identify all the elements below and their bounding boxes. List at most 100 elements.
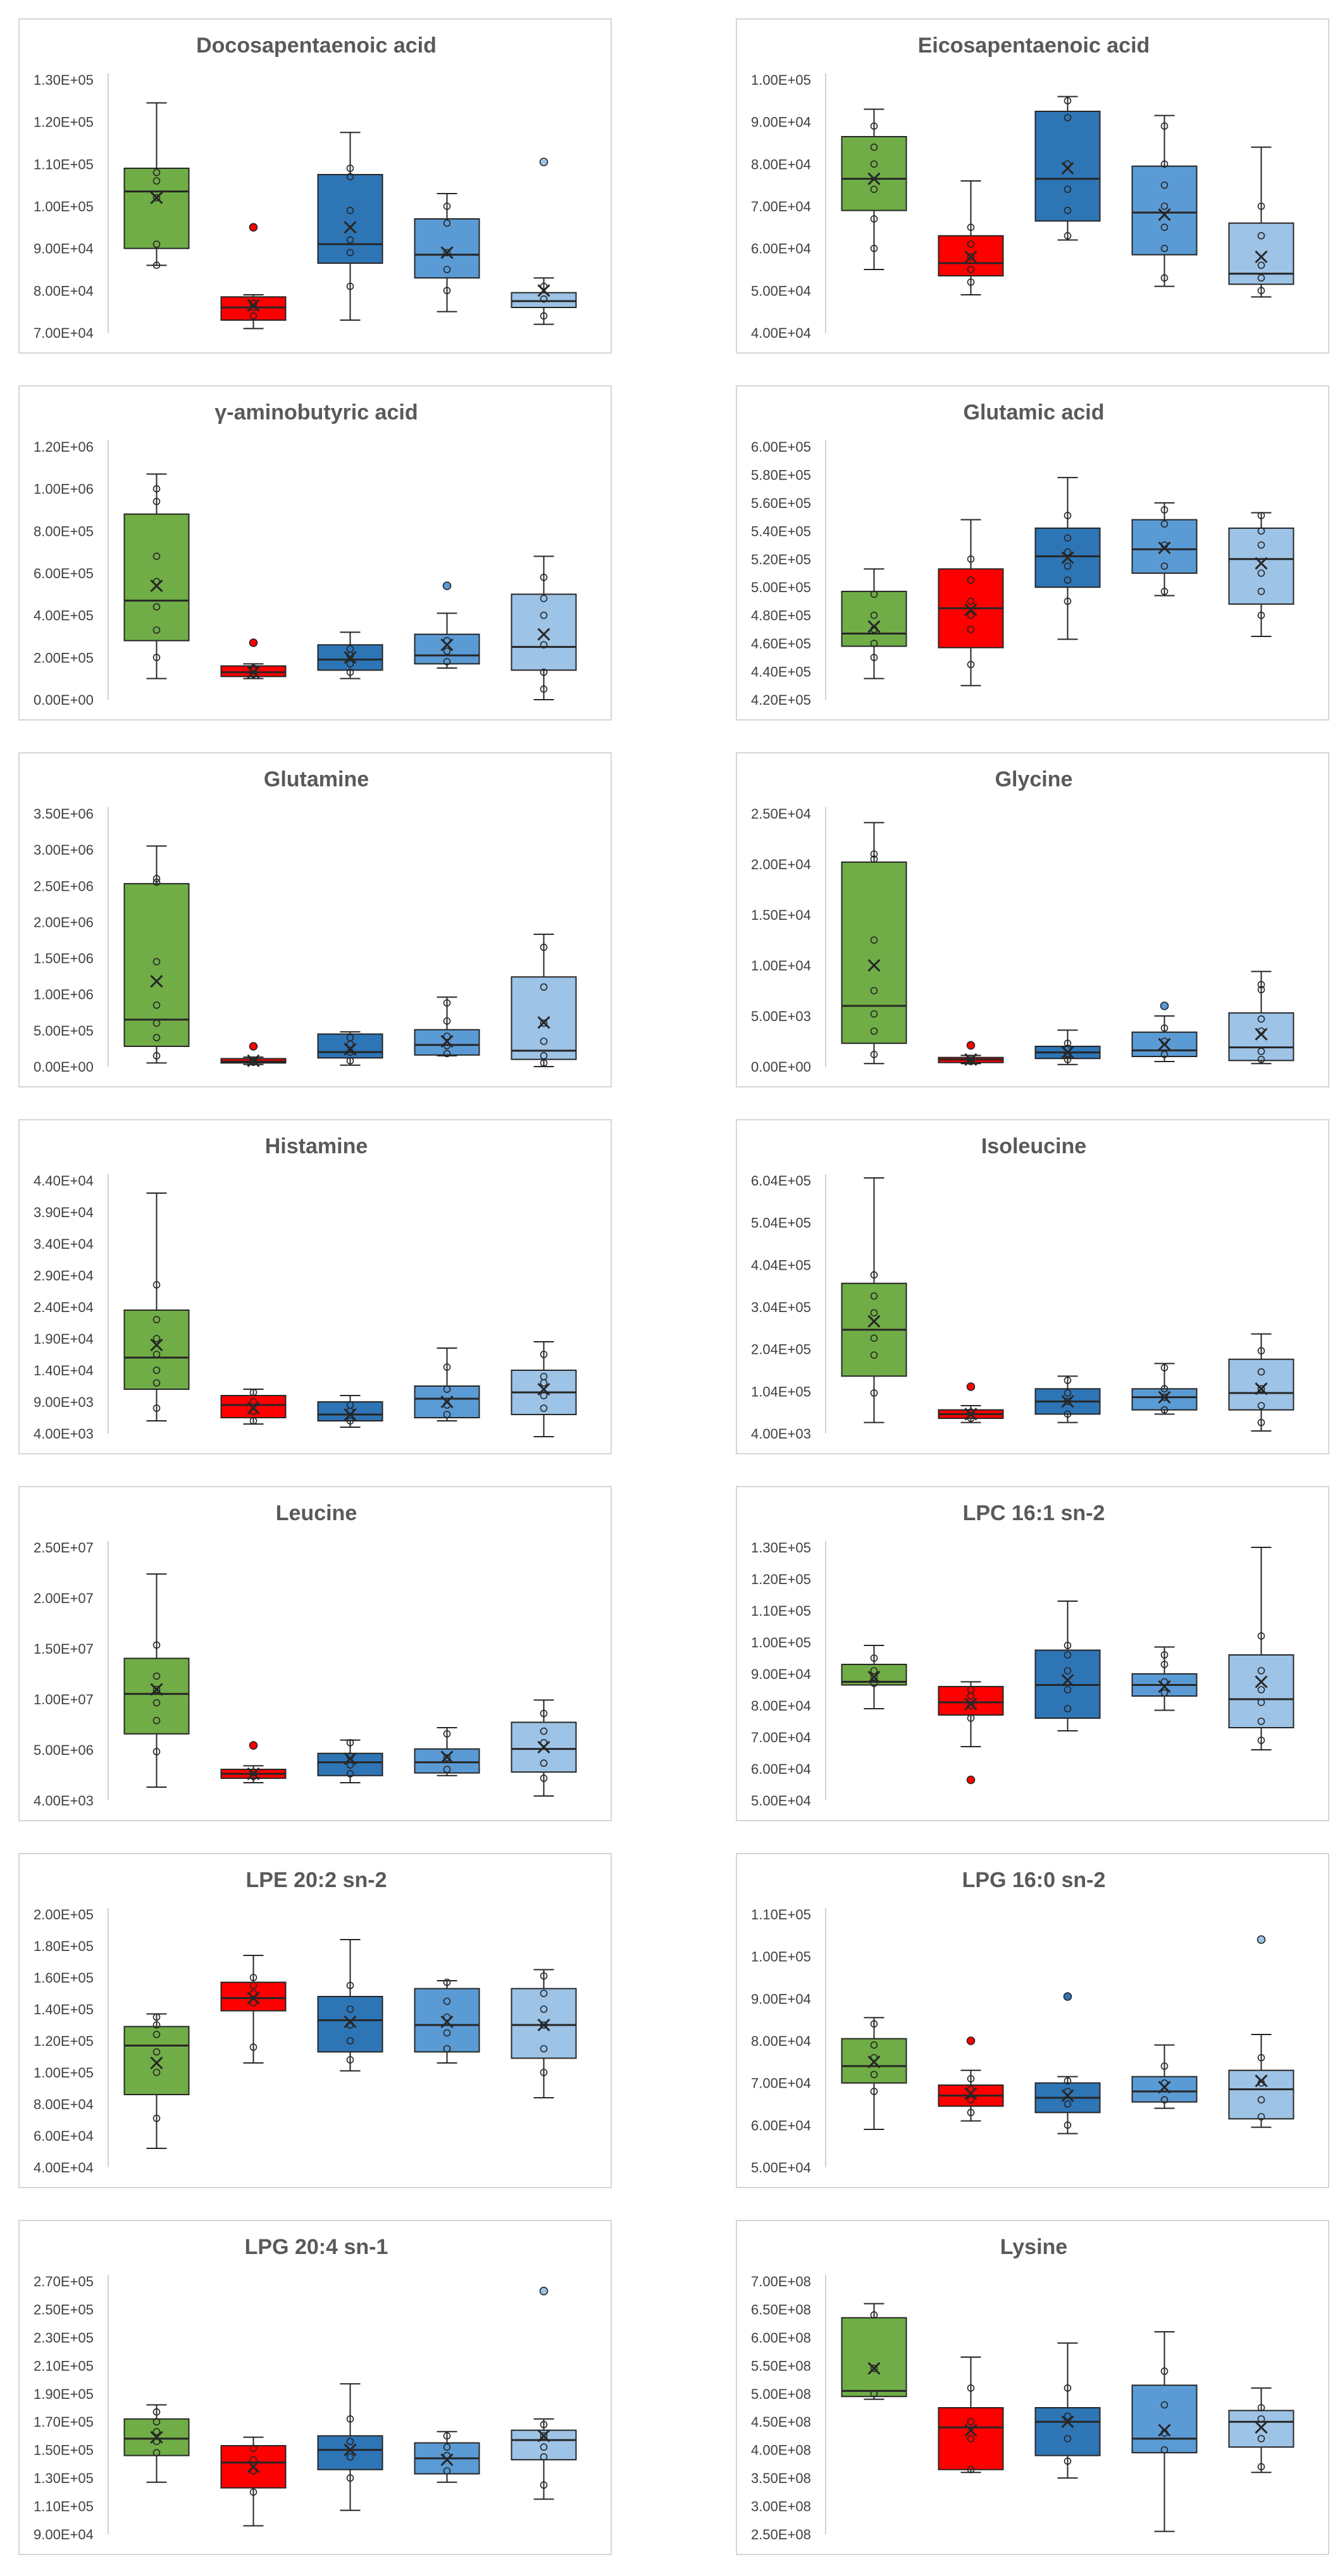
data-point — [1257, 981, 1265, 989]
mean-marker — [1158, 1037, 1171, 1051]
box-series-red — [220, 638, 287, 679]
data-point — [152, 2013, 161, 2021]
outlier-point — [539, 2286, 549, 2296]
y-tick-label: 6.00E+04 — [751, 1761, 811, 1777]
box-series-blue_dark — [1034, 1992, 1101, 2134]
data-point — [1257, 2096, 1265, 2104]
data-point — [540, 983, 548, 991]
y-tick-label: 2.10E+05 — [34, 2358, 94, 2374]
y-tick-label: 4.00E+03 — [751, 1426, 811, 1442]
data-point — [249, 312, 257, 320]
data-point — [346, 2453, 354, 2461]
mean-marker — [1158, 1390, 1171, 1404]
box-series-red — [220, 1389, 287, 1425]
data-point — [1160, 506, 1169, 514]
data-point — [152, 261, 161, 269]
y-tick-label: 1.70E+05 — [34, 2414, 94, 2430]
y-tick-label: 4.00E+03 — [34, 1426, 94, 1442]
box-series-green — [123, 1573, 190, 1788]
box-series-blue_mid — [1131, 115, 1198, 287]
y-tick-label: 9.00E+04 — [751, 115, 811, 130]
mean-marker — [344, 2015, 357, 2029]
data-point — [152, 485, 161, 493]
data-point — [540, 1709, 548, 1718]
box-plot-svg: Glutamic acid 6.00E+05 5.80E+05 5.60E+05 5.4… — [751, 400, 1294, 708]
y-tick-label: 7.00E+04 — [34, 325, 94, 341]
box-series-red — [938, 1382, 1004, 1423]
data-point — [540, 2069, 548, 2076]
data-point — [540, 2045, 548, 2053]
box-series-blue_light — [511, 555, 577, 700]
data-point — [1064, 1705, 1072, 1712]
y-tick-label: 2.00E+07 — [34, 1590, 94, 1606]
data-point — [870, 1292, 878, 1300]
mean-marker — [1255, 1675, 1268, 1688]
box-series-blue_dark — [1034, 1029, 1101, 1065]
data-point — [152, 2408, 161, 2416]
data-point — [967, 611, 975, 619]
y-tick-label: 1.30E+05 — [34, 2470, 94, 2486]
box-series-red — [938, 1681, 1004, 1785]
iqr-box — [511, 593, 577, 671]
iqr-box — [123, 513, 190, 641]
y-tick-label: 5.00E+06 — [34, 1742, 94, 1758]
data-point — [1257, 2415, 1265, 2423]
box-series-blue_mid — [414, 1347, 480, 1421]
mean-marker — [247, 1991, 260, 2005]
box-series-blue_light — [1228, 1935, 1294, 2128]
box-series-blue_dark — [317, 631, 383, 679]
data-point — [540, 1990, 548, 1997]
y-tick-label: 1.04E+05 — [751, 1384, 811, 1399]
y-tick-label: 6.04E+05 — [751, 1173, 811, 1189]
outlier-point — [966, 2036, 976, 2045]
data-point — [152, 878, 161, 886]
y-tick-label: 2.50E+08 — [751, 2527, 811, 2542]
y-tick-label: 2.50E+07 — [34, 1540, 94, 1556]
y-tick-label: 3.50E+08 — [751, 2470, 811, 2486]
mean-marker — [867, 172, 881, 185]
iqr-box — [1228, 1654, 1294, 1728]
data-point — [249, 1056, 257, 1064]
iqr-box — [1228, 1012, 1294, 1062]
y-tick-label: 1.10E+05 — [34, 2499, 94, 2515]
box-series-green — [841, 822, 907, 1065]
y-tick-label: 5.60E+05 — [751, 495, 811, 511]
data-point — [152, 2449, 161, 2456]
data-point — [152, 1034, 161, 1042]
data-point — [249, 1999, 257, 2007]
y-tick-label: 0.00E+00 — [751, 1059, 811, 1075]
y-tick-label: 5.80E+05 — [751, 467, 811, 483]
mean-marker — [1158, 208, 1171, 221]
y-tick-label: 3.00E+06 — [34, 842, 94, 858]
data-point — [870, 850, 878, 858]
data-point — [540, 641, 548, 649]
data-point — [540, 595, 548, 602]
iqr-box — [1034, 2407, 1101, 2456]
mean-marker — [440, 246, 454, 259]
data-point — [1160, 2367, 1169, 2375]
data-point — [1160, 520, 1169, 528]
chart-panel: LPG 16:0 sn-2 1.10E+05 1.00E+05 9.00E+04 8.0… — [736, 1853, 1329, 2188]
mean-marker — [344, 2443, 357, 2456]
y-tick-label: 2.00E+05 — [34, 1907, 94, 1923]
data-point — [870, 185, 878, 194]
data-point — [1064, 206, 1072, 214]
y-tick-label: 1.30E+05 — [751, 1540, 811, 1556]
mean-marker — [440, 2015, 454, 2029]
mean-marker — [537, 2429, 550, 2443]
chart-panel: LPC 16:1 sn-2 1.30E+05 1.20E+05 1.10E+05 1.0… — [736, 1486, 1329, 1821]
data-point — [870, 160, 878, 168]
data-point — [152, 1685, 161, 1694]
mean-marker — [150, 579, 163, 593]
data-point — [152, 240, 161, 248]
data-point — [1257, 2113, 1265, 2121]
box-series-red — [938, 180, 1004, 295]
y-tick-label: 4.50E+08 — [751, 2414, 811, 2430]
mean-marker — [1158, 1680, 1171, 1694]
outlier-point — [966, 1382, 976, 1391]
mean-marker — [344, 1752, 357, 1766]
mean-marker — [537, 1382, 550, 1396]
data-point — [152, 168, 161, 176]
data-point — [443, 219, 451, 227]
data-point — [443, 287, 451, 295]
